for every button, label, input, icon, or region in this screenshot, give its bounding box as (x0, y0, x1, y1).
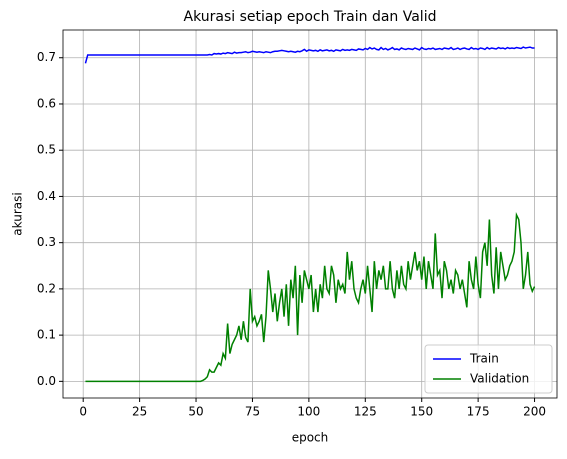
series-line (85, 212, 536, 383)
chart-title: Akurasi setiap epoch Train dan Valid (184, 9, 437, 25)
series-line (84, 46, 535, 64)
y-axis-label: akurasi (11, 192, 25, 235)
legend-label: Validation (470, 372, 529, 386)
y-tick-label: 0.6 (37, 96, 56, 110)
y-tick-label: 0.1 (37, 328, 56, 342)
y-tick-label: 0.0 (37, 374, 56, 388)
y-tick-label: 0.4 (37, 189, 56, 203)
x-tick-label: 0 (79, 405, 87, 419)
x-tick-label: 50 (188, 405, 203, 419)
legend-box (424, 344, 553, 394)
x-tick-label: 75 (245, 405, 260, 419)
x-tick-label: 150 (410, 405, 433, 419)
x-tick-label: 200 (523, 405, 546, 419)
x-tick-label: 25 (132, 405, 147, 419)
x-axis-label: epoch (292, 431, 329, 445)
x-tick-label: 175 (467, 405, 490, 419)
x-tick-label: 125 (354, 405, 377, 419)
plot-frame (62, 29, 558, 399)
legend-label: Train (469, 352, 499, 366)
y-tick-label: 0.7 (37, 50, 56, 64)
x-tick-label: 100 (297, 405, 320, 419)
y-tick-label: 0.3 (37, 235, 56, 249)
y-tick-label: 0.5 (37, 143, 56, 157)
y-tick-label: 0.2 (37, 281, 56, 295)
